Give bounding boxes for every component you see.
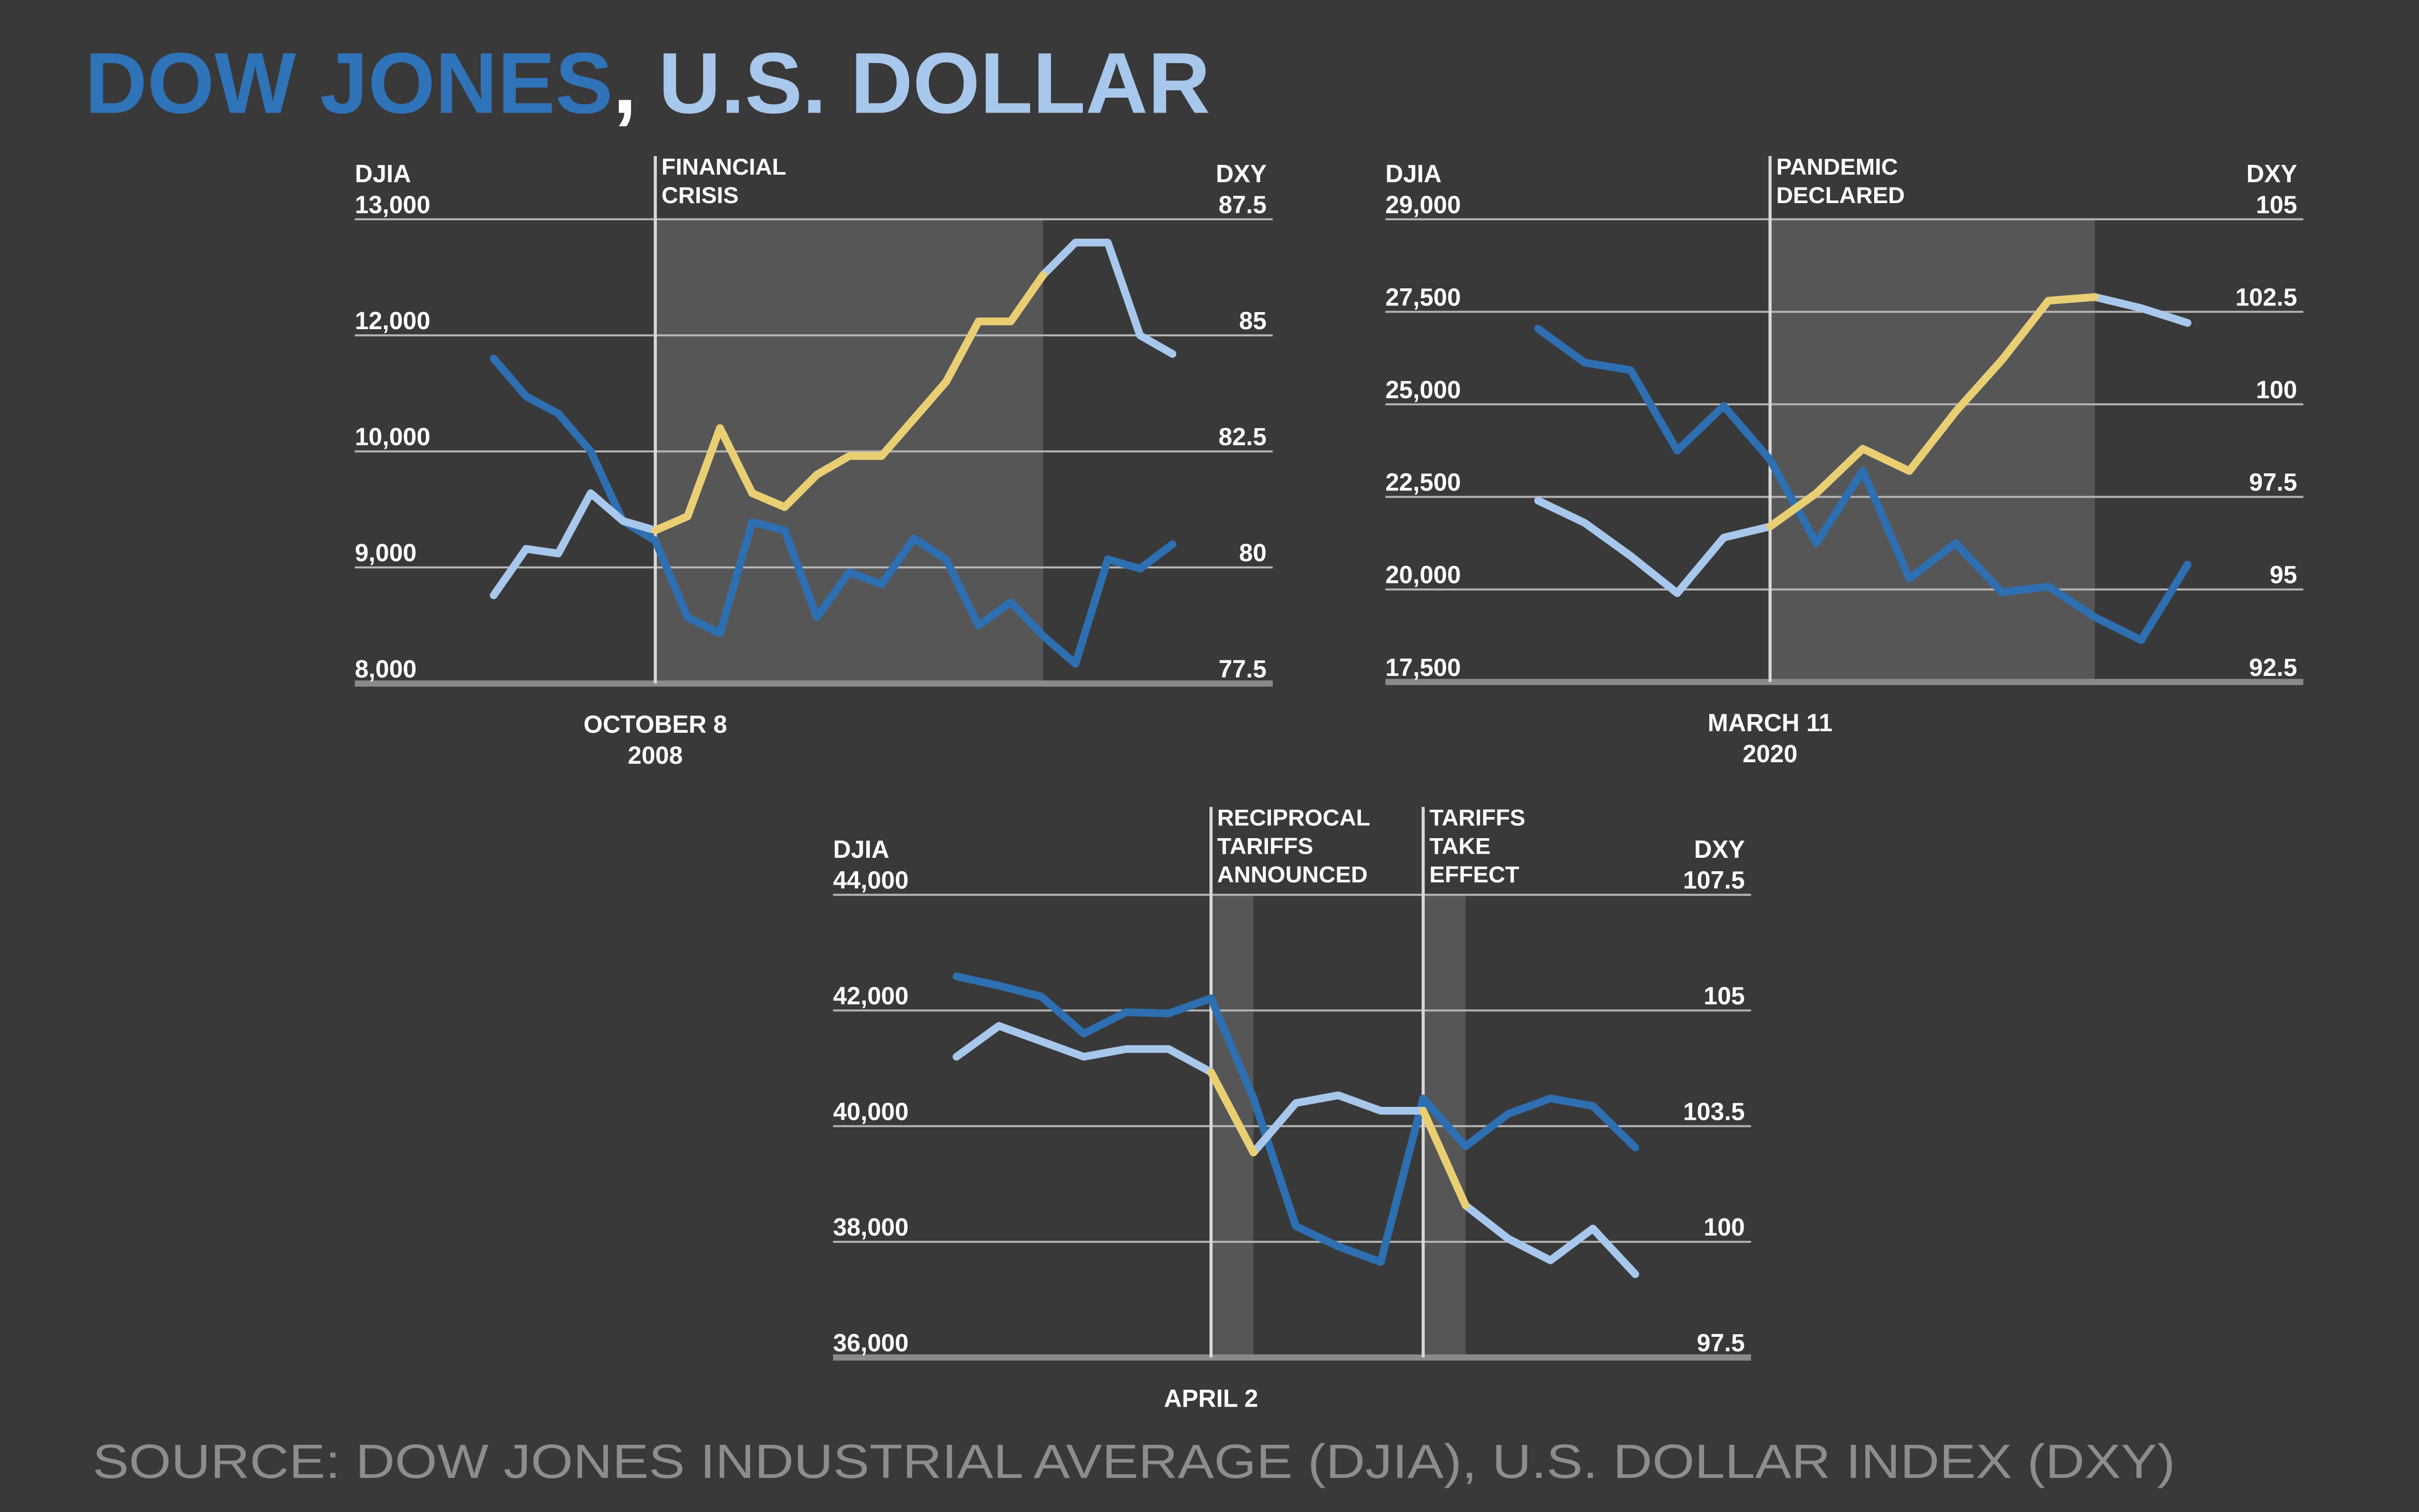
annotation: EFFECT <box>1429 862 1519 888</box>
y-tick-label: 17,500 <box>1385 654 1461 682</box>
axis-title: DJIA <box>355 161 411 188</box>
y2-tick-label: 105 <box>2256 191 2298 219</box>
highlight-line <box>651 271 1047 534</box>
title-part: DOW JONES <box>85 35 613 131</box>
axis-title: DJIA <box>1385 161 1442 188</box>
annotation: PANDEMIC <box>1776 154 1897 180</box>
series-line <box>953 1022 1640 1278</box>
y-tick-label: 22,500 <box>1385 469 1461 497</box>
x-tick-label: 2008 <box>628 742 683 769</box>
y2-tick-label: 100 <box>2256 377 2298 404</box>
y2-tick-label: 85 <box>1239 307 1266 335</box>
y2-tick-label: 97.5 <box>1697 1330 1745 1357</box>
y-tick-label: 25,000 <box>1385 377 1461 404</box>
y-tick-label: 12,000 <box>355 307 430 335</box>
y-tick-label: 10,000 <box>355 424 430 451</box>
y-tick-label: 29,000 <box>1385 191 1461 219</box>
axis-title: DXY <box>1694 836 1745 863</box>
title-part: , <box>613 35 637 131</box>
series-line <box>1534 325 2192 644</box>
y-tick-label: 38,000 <box>833 1214 909 1241</box>
highlight-line <box>1419 1107 1469 1210</box>
chart: 36,000 38,000 40,000 42,000 44,000 97.5 100 103… <box>833 805 1751 1413</box>
y-tick-label: 13,000 <box>355 191 430 219</box>
y-tick-label: 36,000 <box>833 1330 909 1357</box>
y-tick-label: 40,000 <box>833 1098 909 1125</box>
highlight-line <box>1207 1068 1258 1156</box>
axis-title: DXY <box>2246 161 2297 188</box>
y2-tick-label: 105 <box>1704 983 1745 1010</box>
source-note: SOURCE: DOW JONES INDUSTRIAL AVERAGE (DJ… <box>93 1434 2175 1488</box>
annotation: CRISIS <box>662 182 739 208</box>
series-line <box>953 973 1640 1266</box>
y-tick-label: 9,000 <box>355 539 416 567</box>
annotation: RECIPROCAL <box>1217 805 1370 830</box>
title: DOW JONES, U.S. DOLLAR <box>85 35 1210 131</box>
y2-tick-label: 102.5 <box>2236 284 2298 311</box>
axis-title: DXY <box>1216 161 1266 188</box>
y-tick-label: 27,500 <box>1385 284 1461 311</box>
x-tick-label: APRIL 2 <box>1164 1385 1258 1413</box>
y2-tick-label: 107.5 <box>1683 867 1745 894</box>
x-tick-label: OCTOBER 8 <box>584 711 727 738</box>
axis-title: DJIA <box>833 836 890 863</box>
y2-tick-label: 80 <box>1239 539 1266 567</box>
shaded-period <box>1770 219 2095 682</box>
chart: 17,500 20,000 22,500 25,000 27,500 29,000 92.5… <box>1385 154 2304 768</box>
x-tick-label: 2020 <box>1742 740 1797 768</box>
y2-tick-label: 92.5 <box>2249 654 2297 682</box>
chart: 8,000 9,000 10,000 12,000 13,000 77.5 80 82.5 85… <box>355 154 1273 769</box>
y-tick-label: 8,000 <box>355 656 416 683</box>
annotation: DECLARED <box>1776 182 1905 208</box>
y2-tick-label: 77.5 <box>1218 656 1266 683</box>
annotation: FINANCIAL <box>662 154 786 180</box>
title-part: U.S. DOLLAR <box>659 35 1211 131</box>
y-tick-label: 20,000 <box>1385 562 1461 589</box>
annotation: TARIFFS <box>1217 834 1313 859</box>
annotation: TARIFFS <box>1429 805 1525 830</box>
annotation: TAKE <box>1429 834 1491 859</box>
x-tick-label: MARCH 11 <box>1708 709 1832 737</box>
y2-tick-label: 100 <box>1704 1214 1745 1241</box>
y-tick-label: 44,000 <box>833 867 909 894</box>
annotation: ANNOUNCED <box>1217 862 1368 888</box>
y2-tick-label: 95 <box>2270 562 2297 589</box>
highlight-line <box>1766 293 2099 531</box>
y2-tick-label: 82.5 <box>1218 424 1266 451</box>
y2-tick-label: 87.5 <box>1218 191 1266 219</box>
y-tick-label: 42,000 <box>833 983 909 1010</box>
y2-tick-label: 103.5 <box>1683 1098 1745 1125</box>
y2-tick-label: 97.5 <box>2249 469 2297 497</box>
series-line <box>489 354 1176 668</box>
